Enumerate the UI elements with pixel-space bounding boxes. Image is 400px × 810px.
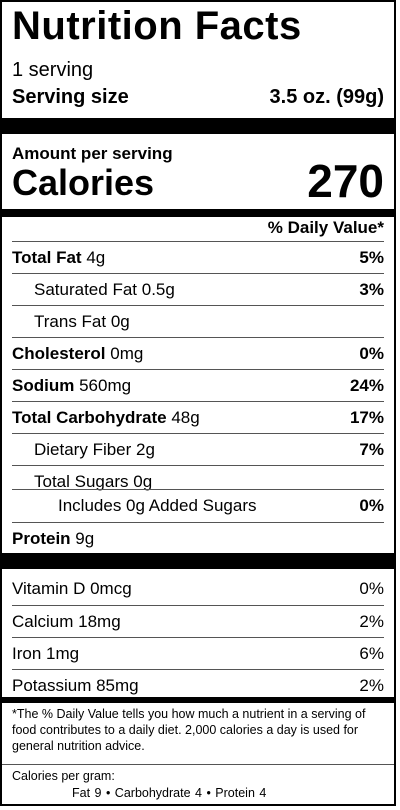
nutrient-dv: 0%: [359, 496, 384, 515]
footnote-divider: [2, 697, 394, 703]
nutrient-amount: 4g: [86, 248, 106, 267]
vitamin-row-vitamin-d: Vitamin D 0mcg 0%: [12, 573, 384, 605]
vitamin-name: Potassium 85mg: [12, 676, 139, 695]
nutrient-dv: 0%: [359, 344, 384, 363]
nutrient-amount: 2g: [136, 440, 155, 459]
nutrient-dv: 5%: [359, 248, 384, 267]
nutrient-row-protein: Protein 9g: [12, 522, 384, 555]
vitamin-dv: 6%: [359, 644, 384, 663]
calories-per-gram-divider: [2, 764, 394, 765]
nutrient-row-dietary-fiber: Dietary Fiber 2g 7%: [12, 433, 384, 466]
vitamin-name: Iron 1mg: [12, 644, 80, 663]
nutrient-row-cholesterol: Cholesterol 0mg 0%: [12, 337, 384, 370]
amount-per-serving: Amount per serving: [12, 144, 173, 163]
thick-divider-top: [2, 118, 394, 134]
calories-per-gram-values: Fat 9 • Carbohydrate 4 • Protein 4: [72, 786, 267, 800]
nutrient-row-sodium: Sodium 560mg 24%: [12, 369, 384, 402]
nutrient-dv: 3%: [359, 280, 384, 299]
nutrient-row-saturated-fat: Saturated Fat 0.5g 3%: [12, 273, 384, 306]
daily-value-header: % Daily Value*: [267, 218, 384, 237]
nutrient-row-added-sugars: Includes 0g Added Sugars 0%: [12, 489, 384, 522]
nutrient-row-trans-fat: Trans Fat 0g: [12, 305, 384, 338]
vitamin-name: Vitamin D 0mcg: [12, 579, 132, 598]
serving-size-label: Serving size: [12, 86, 129, 108]
servings-per-container: 1 serving: [12, 59, 94, 81]
daily-value-footnote: *The % Daily Value tells you how much a …: [12, 707, 366, 753]
nutrient-name: Dietary Fiber: [34, 440, 132, 459]
nutrient-amount: 0g: [110, 312, 130, 331]
nutrient-name: Trans Fat: [34, 312, 107, 331]
nutrient-name: Includes 0g Added Sugars: [58, 496, 257, 515]
nutrient-amount: 0.5g: [141, 280, 175, 299]
vitamin-dv: 2%: [359, 612, 384, 631]
nutrient-name: Protein: [12, 529, 71, 548]
nutrient-name: Total Fat: [12, 248, 82, 267]
nutrient-amount: 0mg: [110, 344, 144, 363]
label-title: Nutrition Facts: [12, 4, 302, 48]
calories-label: Calories: [12, 162, 155, 203]
vitamin-row-iron: Iron 1mg 6%: [12, 637, 384, 670]
nutrient-name: Cholesterol: [12, 344, 106, 363]
nutrient-name: Saturated Fat: [34, 280, 138, 299]
nutrient-amount: 560mg: [79, 376, 132, 395]
calories-value: 270: [307, 155, 384, 207]
nutrient-dv: 7%: [359, 440, 384, 459]
medium-divider: [2, 209, 394, 217]
nutrient-row-total-fat: Total Fat 4g 5%: [12, 241, 384, 274]
nutrient-dv: 24%: [349, 376, 384, 395]
vitamin-name: Calcium 18mg: [12, 612, 121, 631]
nutrient-amount: 0g: [133, 472, 153, 491]
vitamin-dv: 2%: [359, 676, 384, 695]
nutrient-row-total-carbohydrate: Total Carbohydrate 48g 17%: [12, 401, 384, 434]
vitamin-dv: 0%: [359, 579, 384, 598]
calories-per-gram-label: Calories per gram:: [12, 769, 115, 783]
vitamin-row-calcium: Calcium 18mg 2%: [12, 605, 384, 638]
nutrient-row-total-sugars: Total Sugars 0g: [12, 465, 384, 498]
nutrient-amount: 48g: [171, 408, 200, 427]
vitamin-row-potassium: Potassium 85mg 2%: [12, 669, 384, 702]
serving-size-value: 3.5 oz. (99g): [269, 86, 384, 108]
thick-divider-bottom: [2, 553, 394, 569]
nutrient-name: Total Carbohydrate: [12, 408, 167, 427]
nutrient-name: Total Sugars: [34, 472, 129, 491]
nutrient-dv: 17%: [349, 408, 384, 427]
nutrient-amount: 9g: [75, 529, 95, 548]
nutrient-name: Sodium: [12, 376, 75, 395]
